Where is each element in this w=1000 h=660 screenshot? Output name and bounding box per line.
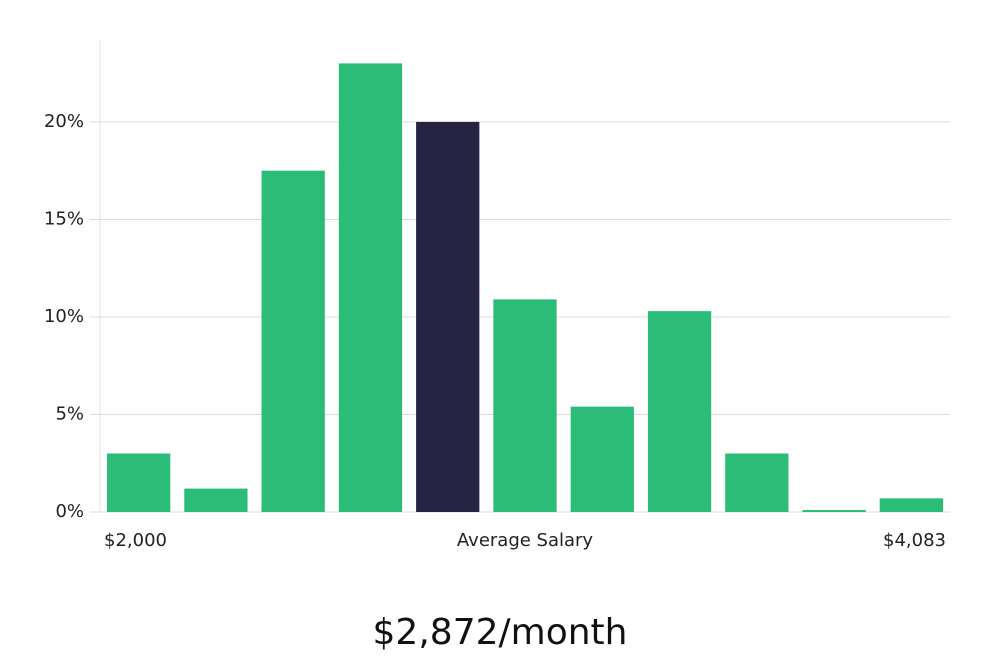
- y-tick-label: 15%: [44, 208, 84, 229]
- bar: [802, 510, 866, 512]
- bar: [647, 311, 712, 512]
- y-tick-label: 10%: [44, 306, 84, 327]
- bar: [725, 453, 789, 512]
- caption: $2,872/month: [373, 612, 628, 653]
- bar: [493, 299, 557, 512]
- x-tick-label: $2,000: [104, 530, 167, 551]
- x-tick-label: $4,083: [883, 530, 946, 551]
- bar: [107, 453, 171, 512]
- bar: [570, 406, 634, 512]
- y-tick-label: 5%: [55, 403, 84, 424]
- bar: [879, 498, 943, 512]
- bar: [416, 121, 480, 512]
- y-tick-label: 0%: [55, 501, 84, 522]
- bar: [261, 170, 325, 513]
- y-tick-label: 20%: [44, 111, 84, 132]
- bar: [338, 63, 403, 512]
- x-axis-label: Average Salary: [457, 530, 594, 551]
- bar: [184, 488, 248, 512]
